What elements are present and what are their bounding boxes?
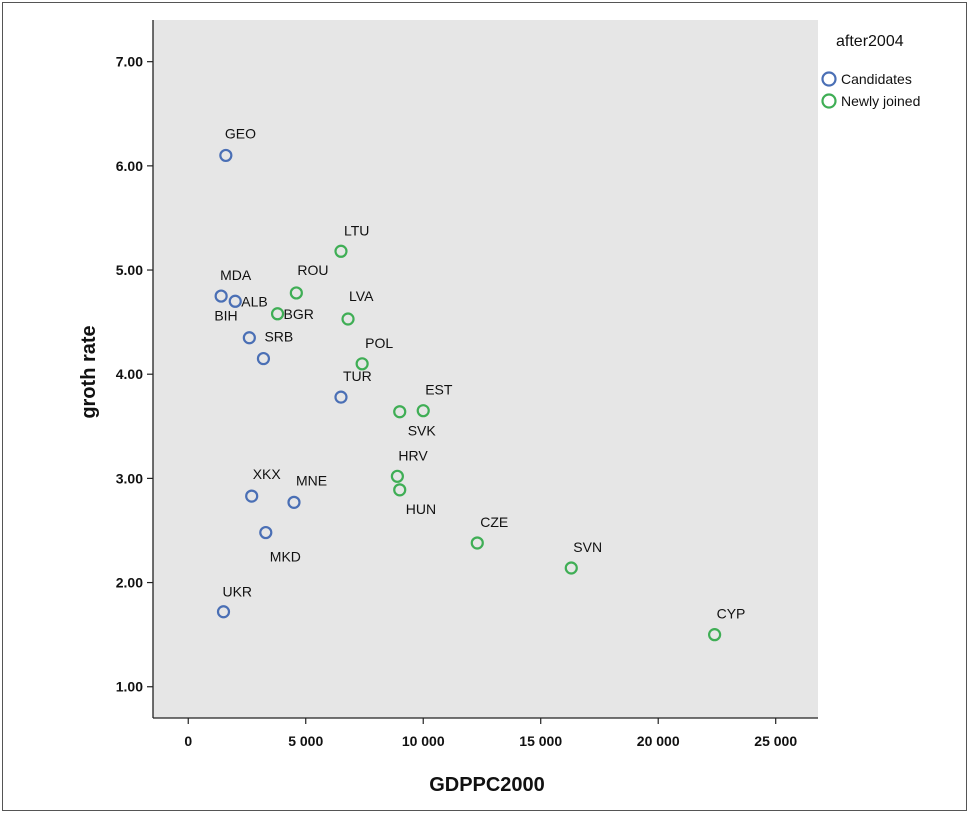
data-point-ltu (334, 244, 348, 258)
x-tick-label: 25 000 (754, 733, 797, 749)
y-tick-label: 3.00 (116, 470, 143, 486)
x-axis-title: GDPPC2000 (429, 774, 545, 796)
legend: after2004 Candidates Newly joined (821, 33, 920, 109)
point-label-geo: GEO (225, 125, 256, 141)
data-point-pol (355, 357, 369, 371)
data-point-hun (393, 483, 407, 497)
legend-label-candidates: Candidates (841, 71, 912, 87)
point-label-est: EST (425, 382, 453, 398)
data-point-mda (214, 289, 228, 303)
data-point-cyp (708, 628, 722, 642)
data-point-bih (242, 331, 256, 345)
data-point-hrv (390, 469, 404, 483)
point-label-rou: ROU (297, 262, 328, 278)
data-point-mne (287, 495, 301, 509)
point-label-bih: BIH (214, 308, 237, 324)
point-label-pol: POL (365, 335, 393, 351)
data-point-lva (341, 312, 355, 326)
x-tick-label: 20 000 (637, 733, 680, 749)
data-point-rou (289, 286, 303, 300)
x-tick-label: 10 000 (402, 733, 445, 749)
y-tick-label: 6.00 (116, 158, 143, 174)
y-axis-title: groth rate (78, 325, 100, 418)
data-point-bgr (270, 307, 285, 321)
y-tick-label: 4.00 (116, 366, 143, 382)
data-point-mkd (259, 525, 273, 540)
data-point-xkx (245, 489, 259, 503)
point-label-bgr: BGR (284, 306, 314, 322)
data-point-srb (256, 351, 271, 366)
point-label-alb: ALB (241, 293, 267, 309)
legend-label-newly-joined: Newly joined (841, 93, 920, 109)
point-label-ukr: UKR (222, 584, 252, 600)
point-label-srb: SRB (264, 329, 293, 345)
legend-title: after2004 (836, 33, 904, 50)
x-tick-label: 0 (184, 733, 192, 749)
data-point-est (416, 404, 430, 418)
data-point-svk (393, 405, 407, 419)
data-point-alb (228, 294, 242, 308)
point-label-tur: TUR (343, 368, 372, 384)
plot-area (153, 20, 818, 718)
data-point-ukr (216, 605, 231, 619)
point-label-xkx: XKX (253, 466, 282, 482)
legend-marker-candidates (821, 71, 837, 87)
data-point-geo (219, 148, 233, 163)
point-label-ltu: LTU (344, 222, 369, 238)
y-tick-label: 5.00 (116, 262, 143, 278)
data-point-cze (470, 536, 484, 550)
point-label-svk: SVK (408, 423, 437, 439)
plot-layer: 1.00 2.00 3.00 4.00 5.00 6.00 7.00 0 5 000 10 000… (116, 20, 818, 749)
point-label-cyp: CYP (717, 606, 746, 622)
point-label-lva: LVA (349, 288, 374, 304)
y-tick-label: 1.00 (116, 679, 143, 695)
point-label-cze: CZE (480, 514, 508, 530)
x-tick-label: 5 000 (288, 733, 323, 749)
point-label-mne: MNE (296, 472, 327, 488)
data-point-svn (564, 561, 578, 575)
point-label-mda: MDA (220, 267, 252, 283)
point-label-svn: SVN (573, 539, 602, 555)
point-label-hun: HUN (406, 501, 436, 517)
data-point-tur (334, 390, 348, 404)
point-label-hrv: HRV (398, 447, 428, 463)
y-tick-label: 2.00 (116, 575, 143, 591)
legend-marker-newly-joined (821, 93, 837, 109)
y-tick-label: 7.00 (116, 54, 143, 70)
x-tick-label: 15 000 (519, 733, 562, 749)
point-label-mkd: MKD (270, 549, 301, 565)
